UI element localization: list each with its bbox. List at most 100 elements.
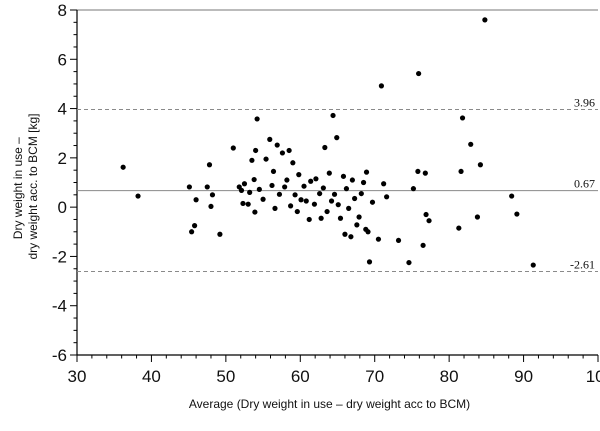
data-point xyxy=(320,185,326,191)
y-axis-title-line-1: Dry weight in use – xyxy=(11,137,25,239)
data-point xyxy=(317,190,323,197)
data-point xyxy=(263,156,269,162)
data-point xyxy=(292,192,298,198)
reference-line-label: -2.61 xyxy=(570,257,595,271)
data-point xyxy=(337,215,344,221)
data-point xyxy=(256,186,262,192)
data-point xyxy=(335,202,341,208)
data-point xyxy=(352,195,358,202)
data-point xyxy=(422,170,428,176)
x-tick-label: 60 xyxy=(291,367,310,386)
data-point xyxy=(290,160,296,166)
data-point xyxy=(120,164,126,170)
y-tick-label: -4 xyxy=(52,297,67,316)
data-point xyxy=(358,190,364,197)
data-point xyxy=(322,144,328,151)
data-point xyxy=(251,176,257,183)
data-point xyxy=(426,218,432,224)
x-axis-title: Average (Dry weight in use – dry weight … xyxy=(189,397,470,411)
data-point xyxy=(318,215,324,221)
data-point xyxy=(365,229,371,235)
y-axis-title: Dry weight in use – dry weight acc. to B… xyxy=(11,113,40,259)
data-point xyxy=(349,177,355,183)
data-points xyxy=(120,17,536,268)
data-point xyxy=(360,179,367,186)
data-point xyxy=(260,196,266,202)
data-point xyxy=(363,169,370,175)
data-point xyxy=(326,170,332,176)
data-point xyxy=(420,242,426,248)
data-point xyxy=(477,162,484,168)
data-point xyxy=(270,168,277,175)
data-point xyxy=(381,181,387,187)
data-point xyxy=(282,184,288,190)
data-point xyxy=(245,201,251,207)
data-point xyxy=(209,192,216,198)
data-point xyxy=(306,216,312,223)
data-point xyxy=(308,178,314,184)
data-point xyxy=(346,205,352,211)
data-point xyxy=(482,17,488,23)
data-point xyxy=(406,259,412,266)
data-point xyxy=(249,157,255,163)
y-tick-label: 8 xyxy=(58,1,67,20)
data-point xyxy=(384,194,390,200)
x-axis-ticks: 30 40 50 60 70 80 90 10( xyxy=(68,355,600,386)
plot-frame xyxy=(76,9,598,356)
data-point xyxy=(509,193,515,199)
data-point xyxy=(395,237,402,244)
y-axis-title-line-2: dry weight acc. to BCM [kg] xyxy=(26,113,40,259)
data-point xyxy=(269,182,275,189)
x-tick-label: 30 xyxy=(68,367,87,386)
data-point xyxy=(459,115,466,121)
data-point xyxy=(328,198,335,204)
data-point xyxy=(301,183,307,189)
data-point xyxy=(456,225,462,231)
data-point xyxy=(468,141,474,147)
data-point xyxy=(354,222,360,228)
data-point xyxy=(334,135,340,141)
data-point xyxy=(514,211,520,217)
data-point xyxy=(324,208,330,215)
data-point xyxy=(288,203,294,209)
data-point xyxy=(296,172,302,178)
data-point xyxy=(356,214,362,220)
reference-line-label: 3.96 xyxy=(574,96,595,110)
x-tick-label: 10( xyxy=(586,367,600,386)
data-point xyxy=(189,229,195,235)
data-point xyxy=(253,147,259,154)
reference-line-label: 0.67 xyxy=(574,177,595,191)
data-point xyxy=(378,83,385,89)
y-tick-label: -2 xyxy=(52,247,67,266)
data-point xyxy=(241,181,248,187)
x-tick-label: 80 xyxy=(440,367,459,386)
reference-lines: 3.96 0.67 -2.61 xyxy=(77,96,598,272)
data-point xyxy=(423,211,429,218)
data-point xyxy=(274,142,280,148)
data-point xyxy=(193,197,199,203)
data-point xyxy=(230,145,236,151)
y-tick-label: -6 xyxy=(52,346,67,365)
data-point xyxy=(311,201,318,207)
data-point xyxy=(340,173,347,179)
data-point xyxy=(369,199,376,205)
data-point xyxy=(208,203,214,210)
data-point xyxy=(247,189,253,195)
data-point xyxy=(342,231,348,237)
y-tick-label: 0 xyxy=(58,198,67,217)
data-point xyxy=(204,184,210,190)
data-point xyxy=(530,262,536,268)
data-point xyxy=(303,198,309,204)
data-point xyxy=(252,209,258,215)
data-point xyxy=(135,193,141,199)
y-tick-label: 4 xyxy=(58,100,67,119)
x-tick-label: 50 xyxy=(216,367,235,386)
data-point xyxy=(217,231,223,237)
y-tick-label: 2 xyxy=(58,149,67,168)
data-point xyxy=(286,147,292,154)
data-point xyxy=(410,186,417,192)
data-point xyxy=(238,187,245,193)
data-point xyxy=(284,177,290,183)
data-point xyxy=(254,116,260,122)
